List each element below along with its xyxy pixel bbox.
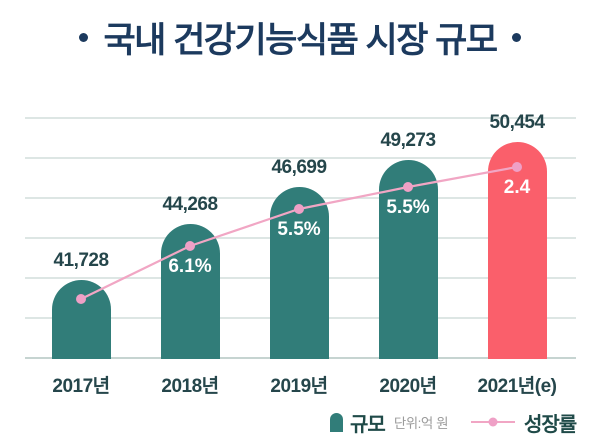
legend-size-label: 규모: [350, 413, 386, 436]
gridline-0: [25, 117, 576, 119]
title-bullet-right-icon: [511, 32, 521, 42]
growth-label-2018년: 6.1%: [168, 256, 212, 277]
bar-2017년: [51, 280, 111, 359]
x-axis-label-2020년: 2020년: [379, 376, 437, 397]
x-axis-label-2019년: 2019년: [270, 376, 328, 397]
growth-label-2021년(e): 2.4: [503, 177, 531, 198]
title-bullet-left-icon: [79, 32, 89, 42]
bar-2018년: [160, 224, 220, 359]
value-label-2019년: 46,699: [271, 157, 327, 178]
growth-label-2019년: 5.5%: [277, 219, 321, 240]
bar-swatch-icon: [330, 412, 343, 432]
value-label-2017년: 41,728: [53, 250, 109, 271]
chart-legend: 규모 단위:억 원 성장률: [330, 409, 577, 436]
value-label-2021년(e): 50,454: [489, 112, 545, 133]
x-axis-label-2021년(e): 2021년(e): [477, 376, 557, 397]
title-text: 국내 건강기능식품 시장 규모: [103, 20, 498, 60]
legend-growth-label: 성장률: [524, 413, 577, 436]
growth-label-2020년: 5.5%: [386, 197, 430, 218]
legend-unit-label: 단위:억 원: [393, 416, 449, 431]
line-swatch-icon: [470, 416, 516, 428]
x-axis-label-2018년: 2018년: [161, 376, 219, 397]
page-title: 국내 건강기능식품 시장 규모: [0, 14, 600, 60]
bar-2019년: [269, 187, 329, 359]
bar-2020년: [378, 160, 438, 359]
bar-2021년(e): [487, 142, 547, 359]
value-label-2020년: 49,273: [380, 130, 436, 151]
x-axis-label-2017년: 2017년: [52, 376, 110, 397]
gridline-1: [25, 157, 576, 159]
value-label-2018년: 44,268: [162, 194, 218, 215]
